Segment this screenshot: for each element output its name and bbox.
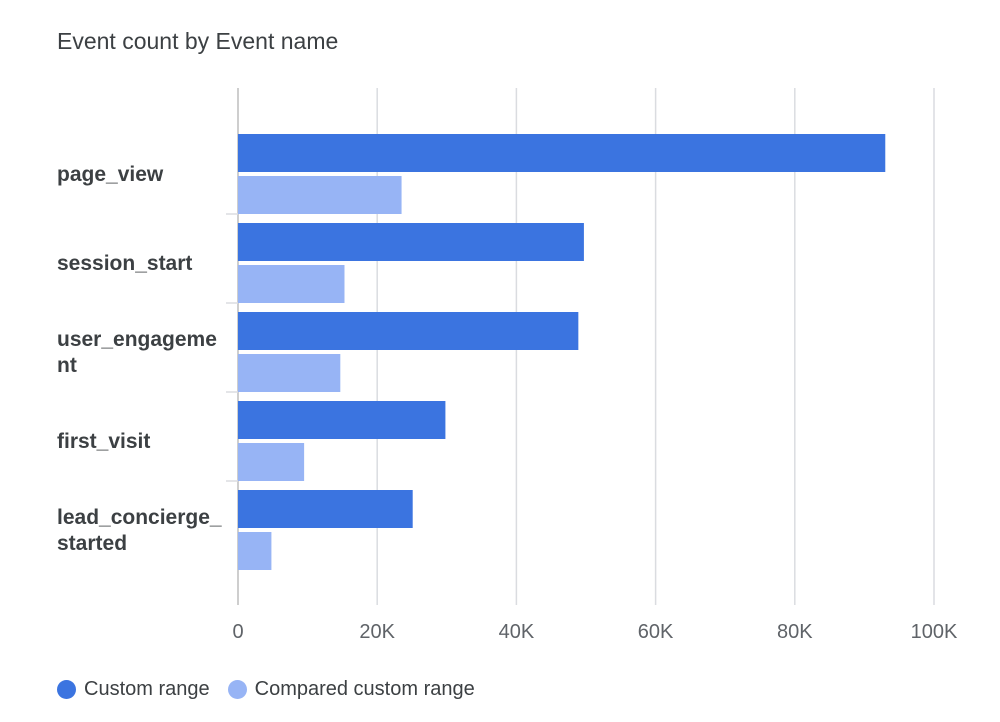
category-label-page_view: page_view	[57, 163, 164, 186]
x-tick-label: 0	[232, 621, 243, 643]
bar-lead_concierge_started-compared-custom-range[interactable]	[238, 532, 272, 570]
category-label-user_engagement: user_engageme nt	[57, 328, 217, 377]
legend-item-custom-range[interactable]: Custom range	[57, 678, 210, 701]
legend-swatch-compared-custom-range	[227, 680, 247, 699]
bar-page_view-compared-custom-range[interactable]	[238, 176, 402, 214]
bar-user_engagement-custom-range[interactable]	[238, 312, 579, 350]
x-tick-label: 60K	[638, 621, 674, 643]
x-tick-label: 80K	[777, 621, 813, 643]
chart-title: Event count by Event name	[57, 28, 339, 54]
legend-item-compared-custom-range[interactable]: Compared custom range	[227, 678, 475, 701]
category-label-lead_concierge_started: lead_concierge_ started	[57, 506, 222, 555]
bar-page_view-custom-range[interactable]	[238, 134, 886, 172]
bar-user_engagement-compared-custom-range[interactable]	[238, 354, 341, 392]
bar-session_start-compared-custom-range[interactable]	[238, 265, 345, 303]
x-tick-label: 20K	[359, 621, 395, 643]
category-label-session_start: session_start	[57, 252, 193, 275]
bar-first_visit-custom-range[interactable]	[238, 401, 446, 439]
bar-lead_concierge_started-custom-range[interactable]	[238, 490, 413, 528]
legend: Custom range Compared custom range	[57, 678, 493, 701]
legend-label-compared-custom-range: Compared custom range	[254, 678, 475, 700]
legend-label-custom-range: Custom range	[84, 678, 210, 700]
x-tick-label: 100K	[911, 621, 958, 643]
x-tick-label: 40K	[499, 621, 535, 643]
bar-first_visit-compared-custom-range[interactable]	[238, 443, 305, 481]
category-label-first_visit: first_visit	[57, 430, 151, 453]
bar-session_start-custom-range[interactable]	[238, 223, 584, 261]
legend-swatch-custom-range	[57, 680, 76, 699]
